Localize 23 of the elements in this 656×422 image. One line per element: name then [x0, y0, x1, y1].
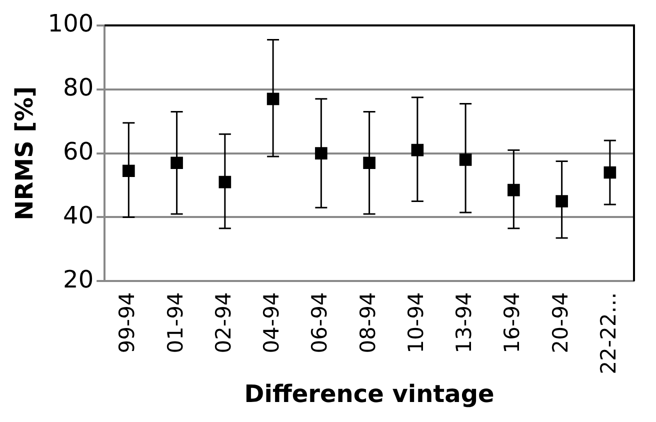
y-axis-title: NRMS [%]	[10, 86, 39, 220]
point	[122, 164, 135, 178]
x-tick-label: 04-94	[260, 292, 284, 354]
point	[315, 147, 328, 160]
x-axis-title: Difference vintage	[244, 380, 494, 408]
x-tick-label: 02-94	[211, 292, 236, 354]
point	[556, 195, 568, 208]
point	[363, 156, 376, 170]
x-tick-label: 08-94	[356, 292, 380, 354]
x-tick-label: 10-94	[404, 292, 428, 354]
y-tick-label: 80	[63, 74, 94, 102]
x-tick-label: 16-94	[500, 292, 524, 354]
x-tick-label: 20-94	[548, 292, 572, 354]
y-tick-label: 20	[63, 265, 94, 294]
x-tick-label: 13-94	[452, 292, 476, 354]
y-tick-label: 40	[63, 201, 94, 230]
x-tick-label: 06-94	[308, 292, 332, 354]
y-tick-label: 60	[63, 138, 94, 166]
x-tick-label: 22-22…	[596, 292, 620, 374]
point	[170, 156, 183, 170]
x-tick-label: 99-94	[115, 292, 140, 354]
x-tick-label: 01-94	[163, 292, 188, 354]
y-tick-label: 100	[48, 10, 94, 38]
